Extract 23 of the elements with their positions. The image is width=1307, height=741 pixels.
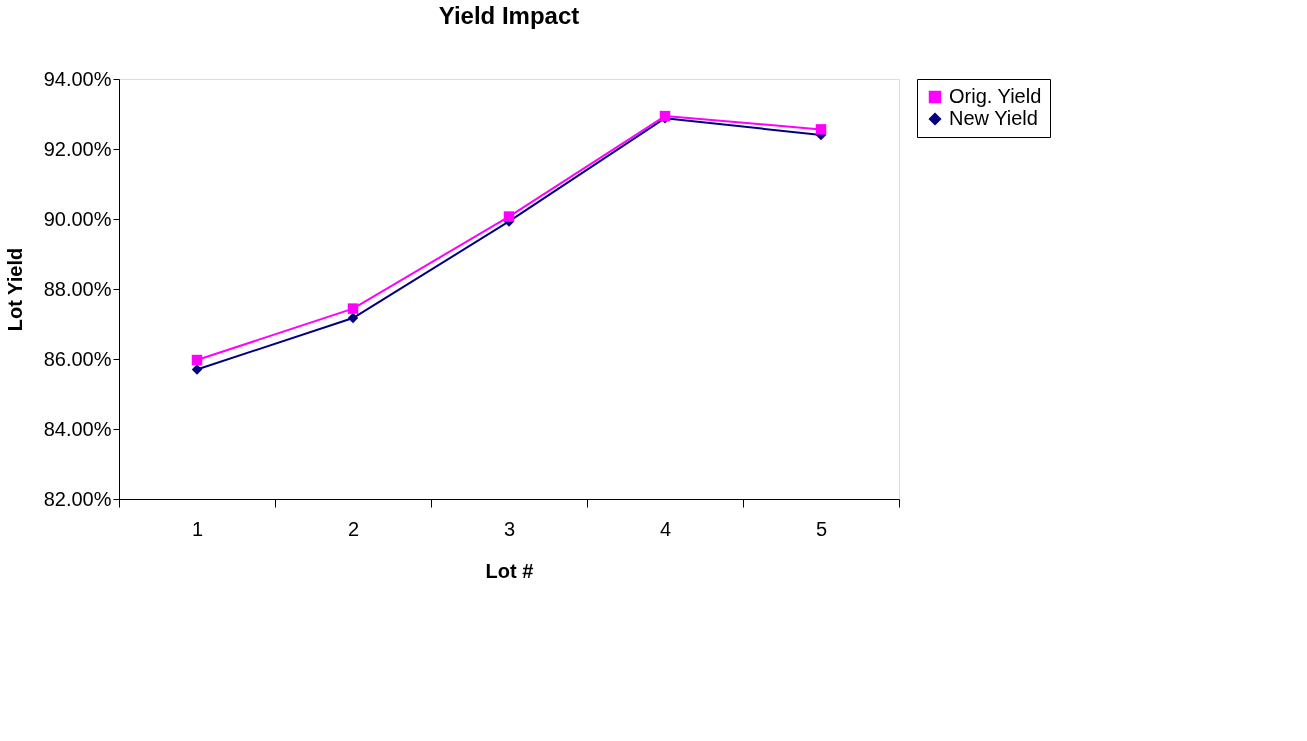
x-tick-label: 5	[815, 517, 828, 540]
point	[191, 354, 203, 366]
y-tick-label: 88.00%	[43, 277, 112, 300]
point	[815, 124, 827, 135]
point	[191, 364, 203, 375]
y-axis-title: Lot Yield	[3, 247, 26, 332]
x-tick-label: 4	[659, 517, 672, 540]
y-tick-label: 94.00%	[43, 67, 112, 90]
chart-title: Yield Impact	[438, 2, 580, 29]
y-tick-label: 82.00%	[43, 487, 112, 510]
y-tick-label: 86.00%	[43, 347, 112, 370]
point	[347, 312, 359, 324]
x-tick-label: 2	[347, 517, 360, 540]
point	[503, 211, 515, 222]
x-tick-label: 3	[503, 517, 516, 540]
y-tick-label: 92.00%	[43, 137, 112, 160]
x-tick-label: 1	[191, 517, 204, 540]
point	[347, 303, 359, 314]
legend-label: Orig. Yield	[949, 85, 1042, 107]
x-axis-title: Lot #	[485, 559, 534, 582]
legend-label: New Yield	[949, 107, 1038, 129]
y-tick-label: 90.00%	[43, 207, 112, 230]
y-tick-label: 84.00%	[43, 417, 112, 440]
